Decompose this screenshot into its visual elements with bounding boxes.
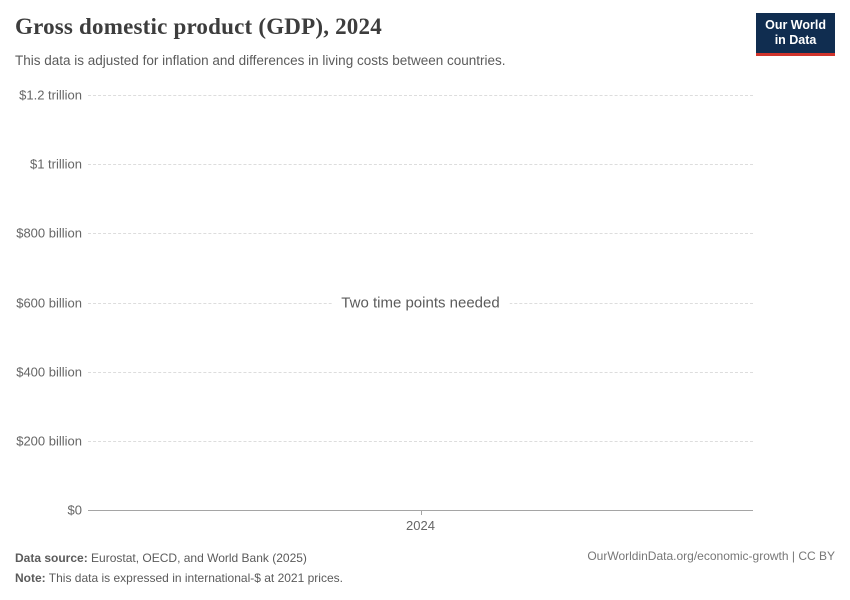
note-text: This data is expressed in international-… <box>48 571 343 585</box>
y-axis-label: $0 <box>67 502 82 518</box>
note-line: Note: This data is expressed in internat… <box>15 568 343 588</box>
credit-link[interactable]: OurWorldinData.org/economic-growth | CC … <box>587 549 835 563</box>
x-axis-tick <box>420 510 422 515</box>
gridline <box>88 164 753 166</box>
y-axis-label: $1 trillion <box>29 156 82 172</box>
owid-logo: Our World in Data <box>756 13 835 56</box>
gridline <box>88 95 753 96</box>
x-axis-label: 2024 <box>406 518 435 533</box>
gridline <box>88 233 753 235</box>
y-axis-label: $800 billion <box>16 225 82 241</box>
empty-chart-message: Two time points needed <box>331 292 510 313</box>
data-source-text: Eurostat, OECD, and World Bank (2025) <box>91 551 307 565</box>
owid-logo-line1: Our World <box>765 18 826 32</box>
gridline <box>88 371 753 373</box>
y-axis-label: $200 billion <box>16 433 82 449</box>
y-axis-label: $400 billion <box>16 364 82 380</box>
data-source-label: Data source: <box>15 551 88 565</box>
gridline <box>88 440 753 442</box>
chart-footer: Data source: Eurostat, OECD, and World B… <box>15 548 343 588</box>
chart-subtitle: This data is adjusted for inflation and … <box>15 53 506 68</box>
data-source-line: Data source: Eurostat, OECD, and World B… <box>15 548 343 568</box>
note-label: Note: <box>15 571 46 585</box>
owid-logo-line2: in Data <box>774 33 817 48</box>
page-title: Gross domestic product (GDP), 2024 <box>15 14 382 39</box>
y-axis-label: $600 billion <box>16 295 82 310</box>
y-axis-label: $1.2 trillion <box>19 87 82 103</box>
